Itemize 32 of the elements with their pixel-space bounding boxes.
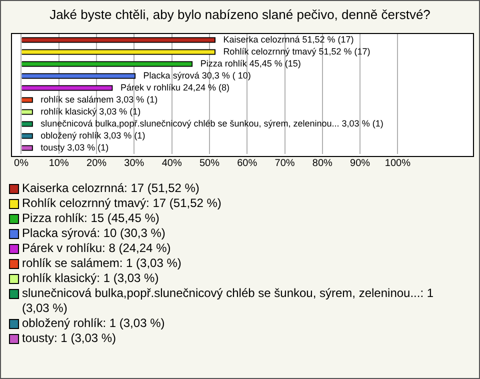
text: slunečnicová bulka,popř.slunečnicový chléb se šunkou, sýrem, zeleninou...: 1 (3,03 %) (22, 286, 435, 316)
category-label: Rohlík celozrnný tmavý 51,52 % (17) (223, 46, 370, 56)
chart-title: Jaké byste chtěli, aby bylo nabízeno slané pečivo, denně čerstvé? (48, 7, 432, 22)
x-tick-label: 10% (48, 158, 69, 169)
x-tick-label: 60% (237, 158, 258, 169)
category-label: Párek v rohlíku 24,24 % (8) (120, 82, 230, 92)
x-tick-label: 30% (124, 158, 144, 169)
category-label: tousty 3,03 % (1) (40, 142, 109, 152)
text: Placka sýrová: 10 (30,3 %) (22, 226, 166, 241)
text: Párek v rohlíku: 8 (24,24 %) (22, 241, 171, 256)
x-tick-label: 40% (162, 158, 182, 169)
text: rohlík klasický: 1 (3,03 %) (22, 271, 159, 286)
text: Pizza rohlík: 15 (45,45 %) (22, 211, 160, 226)
text: obložený rohlík: 1 (3,03 %) (22, 316, 165, 331)
category-label: Placka sýrová 30,3 % ( 10) (143, 70, 251, 80)
category-label: obložený rohlík 3,03 % (1) (40, 130, 146, 140)
text: tousty: 1 (3,03 %) (22, 331, 116, 346)
x-tick-label: 20% (86, 158, 107, 169)
text: Rohlík celozrnný tmavý: 17 (51,52 %) (22, 196, 222, 211)
x-tick-label: 80% (312, 158, 333, 169)
category-label: Kaiserka celozrnná 51,52 % (17) (223, 34, 354, 44)
x-tick-label: 0% (14, 158, 29, 169)
text: rohlík se salámem: 1 (3,03 %) (22, 256, 182, 271)
category-label: Pizza rohlík 45,45 % (15) (200, 58, 301, 68)
x-tick-label: 90% (350, 158, 370, 169)
x-tick-label: 100% (384, 158, 411, 169)
category-label: rohlík se salámem 3,03 % (1) (40, 94, 158, 104)
category-label: slunečnicová bulka,popř.slunečnicový chléb se šunkou, sýrem, zeleninou... 3,03 % (1) (40, 118, 384, 128)
text: Kaiserka celozrnná: 17 (51,52 %) (22, 181, 200, 196)
category-label: rohlík klasický 3,03 % (1) (40, 106, 141, 116)
x-tick-label: 50% (199, 158, 220, 169)
x-tick-label: 70% (274, 158, 295, 169)
